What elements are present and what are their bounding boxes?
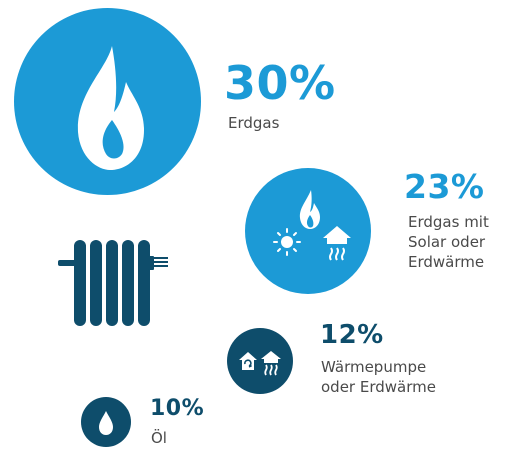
radiator-icon <box>58 240 168 326</box>
oil-circle <box>81 397 131 447</box>
gas-circle <box>14 8 201 195</box>
gas-solar-label-line-1: Erdgas mit <box>408 213 489 231</box>
heat-pump-label-line-1: Wärmepumpe <box>321 358 427 376</box>
heat-pump-label-line-2: oder Erdwärme <box>321 378 436 396</box>
oil-label: Öl <box>151 428 167 448</box>
oil-drop-icon <box>99 411 113 435</box>
gas-solar-label-line-2: Solar oder <box>408 233 486 251</box>
oil-label-line-1: Öl <box>151 429 167 447</box>
heat-pump-label: Wärmepumpe oder Erdwärme <box>321 357 436 397</box>
gas-solar-label-line-3: Erdwärme <box>408 253 485 271</box>
flame-sun-house-icon <box>273 190 351 261</box>
oil-percent: 10% <box>150 396 205 421</box>
gas-solar-percent: 23% <box>404 167 485 206</box>
house-heat-icon <box>323 226 351 261</box>
gas-solar-label: Erdgas mit Solar oder Erdwärme <box>408 212 489 272</box>
sun-icon <box>273 228 301 256</box>
flame-icon <box>77 46 144 170</box>
heat-pump-circle <box>227 328 293 394</box>
gas-label-line-1: Erdgas <box>228 114 280 132</box>
gas-solar-circle <box>245 168 371 294</box>
gas-percent: 30% <box>224 56 336 110</box>
gas-label: Erdgas <box>228 113 279 133</box>
heat-pump-percent: 12% <box>320 320 384 350</box>
heat-pump-house-icon <box>239 351 281 376</box>
